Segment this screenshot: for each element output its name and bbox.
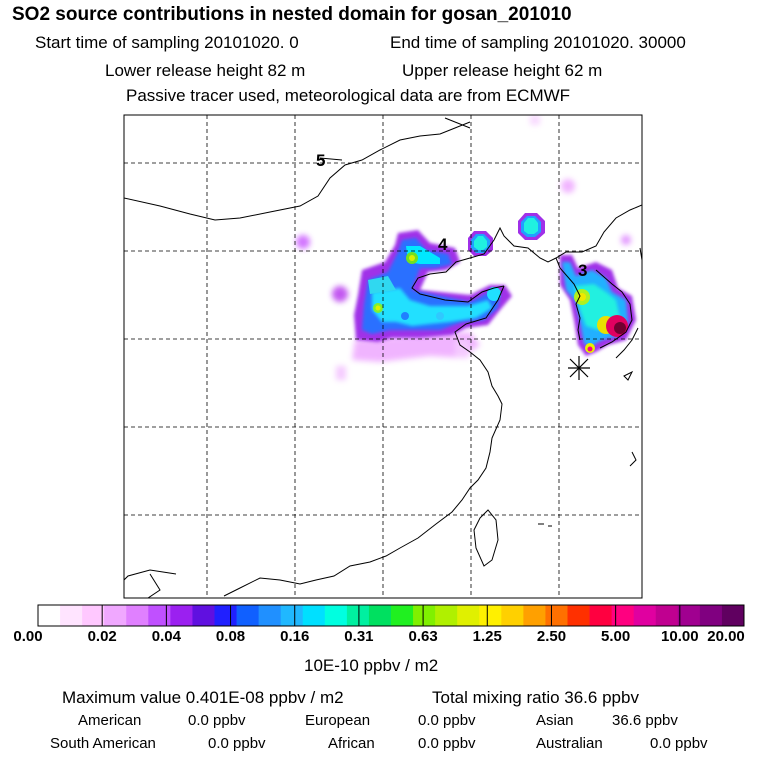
- colorbar-swatch: [677, 605, 701, 626]
- colorbar-swatch: [721, 605, 745, 626]
- gridlines: [124, 115, 642, 598]
- tracer-note-text: Passive tracer used, meteorological data…: [126, 86, 571, 105]
- start-sampling-text: Start time of sampling 20101020. 0: [35, 33, 299, 52]
- colorbar: [37, 604, 745, 627]
- african-label: African: [328, 735, 375, 752]
- colorbar-swatch: [236, 605, 260, 626]
- end-sampling-text: End time of sampling 20101020. 30000: [390, 33, 686, 52]
- colorbar-swatch: [611, 605, 635, 626]
- colorbar-swatch: [435, 605, 458, 626]
- colorbar-swatch: [60, 605, 83, 626]
- colorbar-swatch: [479, 605, 502, 626]
- american-label: American: [78, 712, 142, 729]
- colorbar-tick-label: 2.50: [536, 628, 567, 645]
- asian-label: Asian: [536, 712, 574, 729]
- colorbar-swatch: [82, 605, 105, 626]
- colorbar-swatch: [655, 605, 679, 626]
- colorbar-swatch: [567, 605, 590, 626]
- lower-release-text: Lower release height 82 m: [105, 61, 306, 80]
- source-label-5: 5: [316, 151, 325, 170]
- colorbar-swatch: [501, 605, 524, 626]
- colorbar-tick-label: 0.31: [344, 628, 374, 645]
- receptor-asterisk-icon: [568, 356, 590, 380]
- colorbar-swatch: [633, 605, 657, 626]
- colorbar-tick-label: 0.08: [215, 628, 246, 645]
- colorbar-tick-label: 1.25: [472, 628, 502, 645]
- map-frame: [123, 114, 643, 599]
- upper-release-text: Upper release height 62 m: [402, 61, 603, 80]
- colorbar-tick-label: 0.02: [87, 628, 117, 645]
- colorbar-swatch: [258, 605, 282, 626]
- colorbar-swatch: [457, 605, 480, 626]
- colorbar-swatch: [148, 605, 171, 626]
- plume-main: [354, 230, 512, 342]
- colorbar-swatch: [391, 605, 414, 626]
- south-american-label: South American: [50, 735, 156, 752]
- colorbar-swatch: [192, 605, 215, 626]
- colorbar-swatch: [545, 605, 568, 626]
- colorbar-units: 10E-10 ppbv / m2: [304, 656, 439, 675]
- colorbar-tick-label: 0.63: [408, 628, 438, 645]
- colorbar-tick-label: 5.00: [601, 628, 631, 645]
- plume-octagons: [468, 213, 545, 256]
- colorbar-swatch: [126, 605, 149, 626]
- australian-label: Australian: [536, 735, 603, 752]
- australian-value: 0.0 ppbv: [650, 735, 708, 752]
- map-area: [124, 115, 642, 598]
- colorbar-swatch: [104, 605, 127, 626]
- european-label: European: [305, 712, 371, 729]
- colorbar-swatch: [214, 605, 237, 626]
- colorbar-swatch: [589, 605, 613, 626]
- asian-value: 36.6 ppbv: [612, 712, 678, 729]
- colorbar-swatch: [170, 605, 193, 626]
- source-label-3: 3: [578, 261, 587, 280]
- colorbar-swatch: [280, 605, 304, 626]
- colorbar-swatch: [346, 605, 370, 626]
- colorbar-swatch: [413, 605, 436, 626]
- colorbar-swatch: [38, 605, 61, 626]
- coastlines: [124, 117, 642, 598]
- colorbar-swatch: [368, 605, 392, 626]
- colorbar-swatch: [699, 605, 723, 626]
- colorbar-swatch: [523, 605, 546, 626]
- colorbar-frame: [37, 604, 745, 627]
- total-mixing-ratio-text: Total mixing ratio 36.6 ppbv: [432, 688, 639, 707]
- south-american-value: 0.0 ppbv: [208, 735, 266, 752]
- european-value: 0.0 ppbv: [418, 712, 476, 729]
- source-label-4: 4: [438, 235, 448, 254]
- colorbar-swatch: [324, 605, 348, 626]
- colorbar-tick-label: 0.16: [280, 628, 310, 645]
- chart-title: SO2 source contributions in nested domai…: [12, 4, 572, 25]
- colorbar-tick-label: 0.04: [151, 628, 181, 645]
- colorbar-tick-label: 10.00: [661, 628, 699, 645]
- plume-korea: [560, 255, 636, 356]
- colorbar-tick-label: 20.00: [707, 628, 745, 645]
- colorbar-swatch: [302, 605, 326, 626]
- african-value: 0.0 ppbv: [418, 735, 476, 752]
- american-value: 0.0 ppbv: [188, 712, 246, 729]
- maximum-value-text: Maximum value 0.401E-08 ppbv / m2: [62, 688, 344, 707]
- colorbar-tick-label: 0.00: [13, 628, 43, 645]
